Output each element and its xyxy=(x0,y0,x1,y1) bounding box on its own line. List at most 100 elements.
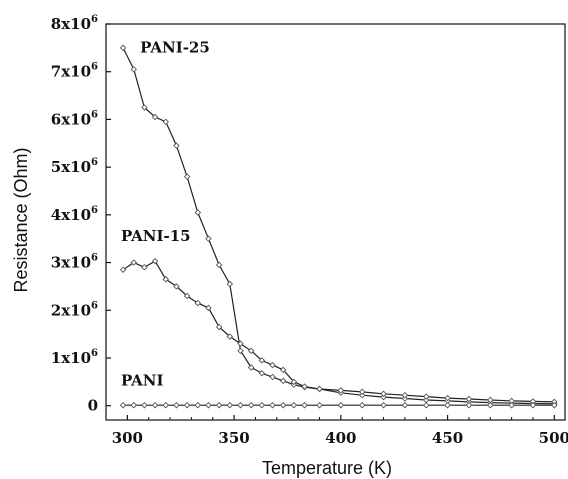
data-point xyxy=(401,401,409,409)
data-point xyxy=(173,401,180,409)
x-axis: 300 350 400 450 500 xyxy=(112,415,568,447)
data-point xyxy=(337,401,345,409)
data-point xyxy=(465,395,473,403)
data-point xyxy=(247,364,255,371)
data-point xyxy=(119,266,127,273)
series-line xyxy=(122,260,555,403)
data-point xyxy=(358,391,366,399)
data-point xyxy=(183,401,191,409)
data-point xyxy=(141,264,148,271)
data-point xyxy=(290,378,298,386)
data-point xyxy=(130,259,137,266)
data-point xyxy=(337,387,345,394)
data-point xyxy=(316,385,323,393)
y-axis-title: Resistance (Ohm) xyxy=(11,147,31,292)
data-point xyxy=(183,292,191,300)
data-point xyxy=(279,401,287,409)
data-point xyxy=(162,276,170,283)
data-point xyxy=(237,340,244,347)
data-point xyxy=(205,235,212,242)
data-point xyxy=(205,401,212,409)
data-point xyxy=(215,261,223,269)
data-point xyxy=(194,209,202,216)
data-point xyxy=(258,401,266,409)
data-point xyxy=(119,44,127,52)
y-tick-label: 7x106 xyxy=(51,62,98,81)
y-tick-label: 0 xyxy=(88,397,98,415)
data-point xyxy=(141,104,148,111)
y-tick-label: 8x106 xyxy=(51,14,98,33)
data-point xyxy=(194,299,202,307)
data-point xyxy=(422,393,430,400)
plot-border xyxy=(105,23,566,421)
data-point xyxy=(279,377,287,385)
data-point xyxy=(151,113,159,121)
data-point xyxy=(119,401,127,409)
data-point xyxy=(215,323,223,331)
x-tick-label: 400 xyxy=(325,429,356,447)
data-point xyxy=(269,401,276,409)
data-point xyxy=(290,401,298,409)
series-pani xyxy=(119,401,558,409)
data-point xyxy=(279,366,287,374)
x-tick-label: 450 xyxy=(432,429,463,447)
data-point xyxy=(508,401,515,409)
data-point xyxy=(215,401,223,409)
data-point xyxy=(358,401,366,409)
data-point xyxy=(247,347,255,355)
data-point xyxy=(551,401,558,409)
data-point xyxy=(183,173,191,180)
data-point xyxy=(226,401,234,409)
data-point xyxy=(444,401,451,409)
y-axis: 0 1x106 2x106 3x106 4x106 5x106 6x106 7x106 8x10… xyxy=(51,14,111,415)
data-point xyxy=(529,401,537,409)
data-point xyxy=(237,401,244,409)
data-point xyxy=(130,401,137,409)
data-point xyxy=(173,283,180,290)
data-point xyxy=(130,66,137,73)
y-tick-label: 4x106 xyxy=(51,205,98,224)
data-point xyxy=(487,401,494,409)
series-pani-15 xyxy=(119,257,558,406)
x-tick-label: 500 xyxy=(539,429,568,447)
series-pani-25 xyxy=(119,44,558,408)
data-point xyxy=(205,304,212,312)
data-point xyxy=(258,357,266,364)
series-labels: PANI-25 PANI-15 PANI xyxy=(121,39,210,390)
y-tick-label: 3x106 xyxy=(51,253,98,272)
data-point xyxy=(380,390,387,397)
data-point xyxy=(247,401,255,409)
series-label: PANI-25 xyxy=(140,39,210,57)
series-label: PANI xyxy=(121,372,164,390)
data-point xyxy=(258,370,266,377)
data-point xyxy=(141,401,148,409)
y-tick-label: 2x106 xyxy=(51,300,98,319)
data-point xyxy=(173,142,180,149)
data-point xyxy=(237,347,244,355)
x-tick-label: 350 xyxy=(218,429,249,447)
data-point xyxy=(358,388,366,396)
data-point xyxy=(380,393,387,401)
data-point xyxy=(316,401,323,409)
data-point xyxy=(226,280,234,288)
series-line xyxy=(122,47,555,405)
data-point xyxy=(301,401,308,409)
data-point xyxy=(151,401,159,409)
data-point xyxy=(422,401,430,409)
series-label: PANI-15 xyxy=(121,227,191,245)
data-point xyxy=(151,257,159,265)
data-point xyxy=(162,118,170,126)
data-point xyxy=(269,373,276,381)
data-point xyxy=(301,383,308,390)
y-tick-label: 6x106 xyxy=(51,109,98,128)
y-tick-label: 5x106 xyxy=(51,157,98,176)
y-tick-label: 1x106 xyxy=(51,348,98,367)
data-point xyxy=(269,361,276,369)
series-layer xyxy=(119,44,558,409)
x-axis-title: Temperature (K) xyxy=(262,458,392,478)
data-point xyxy=(380,401,387,409)
data-point xyxy=(226,333,234,340)
x-tick-label: 300 xyxy=(112,429,143,447)
data-point xyxy=(162,401,170,409)
plot-frame xyxy=(105,23,566,421)
